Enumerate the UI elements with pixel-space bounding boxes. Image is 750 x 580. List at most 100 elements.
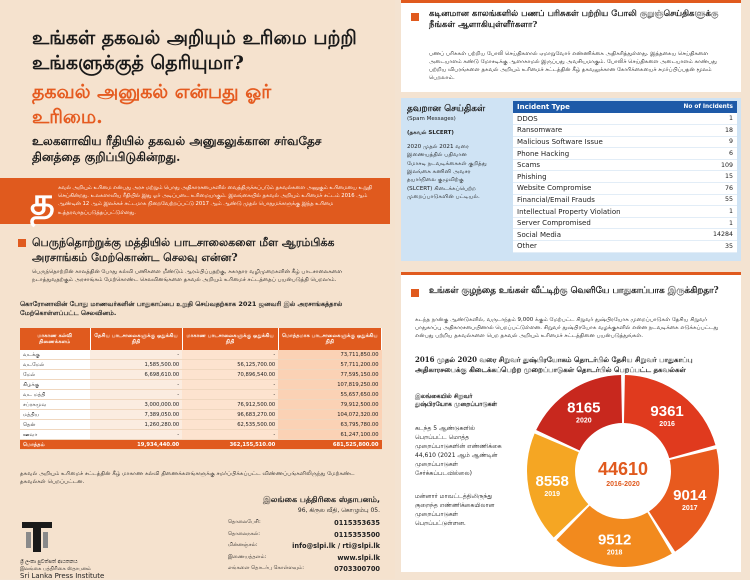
province-cell: தென் [20,419,90,430]
amount-cell: - [182,389,279,400]
left-column: உங்கள் தகவல் அறியும் உரிமை பற்றி உங்களுக… [0,27,390,580]
donut-center [577,425,669,517]
slpi-logo: ශ්‍රී ලංකා පුවත්පත් ආයතනය இலங்கை பத்திரி… [20,520,140,580]
donut-value-label: 8558 [536,473,569,490]
total-label-cell: மொத்தம் [20,439,90,450]
incident-row: DDOS 1 [513,113,737,126]
budget-col-header: மாகாண பாடசாலைகளுக்கு ஒதுக்கிய நிதி [182,328,279,350]
donut-year-label: 2020 [576,418,592,425]
incident-row: Scams 109 [513,159,737,172]
contact-row: மின்னஞ்சல்: info@slpi.lk / rti@slpi.lk [228,541,380,553]
contact-row: தொலைபேசி: 0115353635 [228,518,380,530]
orange-square-bullet [411,13,419,21]
fax-number[interactable]: 0115353500 [334,530,380,539]
incident-type-cell: Scams [513,159,661,172]
budget-total-row: மொத்தம் 19,934,440.00 362,155,510.00 681,52… [20,439,382,450]
amount-cell: 56,125,700.00 [182,359,279,370]
incident-count-cell: 35 [660,240,737,253]
incident-row: Phishing 15 [513,170,737,184]
contact-label: தொலைநகல்: [228,530,261,537]
contact-list: தொலைபேசி: 0115353635 தொலைநகல்: 0115353500 … [228,518,380,576]
amount-cell: - [182,379,279,390]
phone-number[interactable]: 0115353635 [334,519,380,527]
amount-cell: 55,657,650.00 [278,389,382,400]
province-cell: சப்ரகமுவ [20,399,90,410]
donut-segment-2017 [649,448,719,552]
budget-col-header: தேசிய பாடசாலைகளுக்கு ஒதுக்கிய நிதி [90,328,183,350]
incident-type-cell: Malicious Software Issue [513,136,661,149]
donut-value-label: 8165 [567,400,600,417]
child-abuse-subheading: 2016 முதல் 2020 வரை சிறுவர் துஷ்பிரயோகம்… [415,355,693,375]
donut-value-label: 9014 [673,487,707,504]
logo-english-name: Sri Lanka Press Institute [20,572,105,580]
contact-row: இணையத்தளம்: www.slpi.lk [228,553,380,565]
donut-segment-2019 [527,433,589,538]
province-cell: வட மத்தி [20,389,90,400]
incident-count-cell: 14284 [660,228,737,242]
budget-table: மாகாண கல்வி திணைக்களம் தேசிய பாடசாலைகளுக… [20,328,383,450]
incident-row: Server Compromised 1 [513,217,737,230]
contact-label: இணையத்தளம்: [228,553,267,560]
amount-cell: 77,595,150.00 [278,369,382,380]
donut-year-label: 2018 [607,550,623,557]
spam-title: தவறான செய்திகள் [407,104,486,114]
spam-incident-card: தவறான செய்திகள் (Spam Messages) (தகவல் S… [401,98,741,261]
summary-total-text: கடந்த 5 ஆண்டுகளில் பெறப்பட்ட மொத்த முறைப… [415,424,502,477]
spam-info: தவறான செய்திகள் (Spam Messages) (தகவல் S… [407,104,487,202]
incident-row: Phone Hacking 6 [513,147,737,160]
budget-row: மத்திய 7,389,050.00 96,683,270.00 104,072,3… [20,409,382,420]
incident-type-cell: Phishing [513,170,661,184]
hotline-number[interactable]: 0703300700 [334,565,380,574]
organisation-name: இலங்கை பத்திரிகை ஸ்தாபனம், [262,495,380,504]
budget-row: வடக்கு - -73,711,850.00 [20,350,382,360]
amount-cell: - [182,429,279,440]
incident-type-cell: Server Compromised [513,217,661,230]
website-link[interactable]: www.slpi.lk [337,553,380,562]
amount-cell: - [90,379,183,390]
contact-row: எங்களை தொடர்பு கொள்ளவும்: 0703300700 [228,564,380,576]
incident-table-header-row: Incident Type No of Incidents [513,101,737,113]
main-question-heading: உங்கள் தகவல் அறியும் உரிமை பற்றி உங்களுக… [32,27,357,74]
incident-row: Website Compromise 76 [513,182,737,195]
amount-cell: 73,711,850.00 [278,350,382,360]
incident-count-cell: 18 [660,124,737,137]
amount-cell: - [90,389,183,400]
donut-year-label: 2017 [682,505,698,512]
incident-row: Intellectual Property Violation 1 [513,205,737,218]
amount-cell: 104,072,320.00 [278,409,382,420]
province-cell: ஊவா [20,429,90,440]
incident-count-cell: 6 [660,147,737,160]
budget-table-header-row: மாகாண கல்வி திணைக்களம் தேசிய பாடசாலைகளுக… [20,328,383,350]
school-cost-question: பெருந்தொற்றுக்கு மத்தியில் பாடசாலைகளை மீ… [32,236,335,265]
logo-sinhala-name: ශ්‍රී ලංකා පුවත්පත් ආයතනය [20,559,78,565]
spam-description: 2020 முதல் 2021 வரை இணையத்தில் பதிவான மோ… [407,143,487,201]
incident-type-cell: Ransomware [513,124,661,137]
spam-english-title: (Spam Messages) [407,115,456,122]
intro-text: கவல் அறியும் உரிமை என்பது அரச மற்றும் பொ… [58,185,373,216]
amount-cell: 76,912,500.00 [182,399,279,410]
total-amount-cell: 362,155,510.00 [182,439,279,450]
email-link[interactable]: info@slpi.lk / rti@slpi.lk [292,542,380,551]
budget-row: மேல் 6,698,610.00 70,896,540.00 77,595,150.… [20,369,382,380]
slpi-logo-icon [22,522,52,552]
organisation-street: 96, கிருல வீதி, கொழும்பு 05. [297,507,380,514]
dropcap-letter: த [30,178,55,223]
incident-type-cell: Social Media [513,228,661,242]
donut-segment-2018 [556,505,672,567]
amount-cell: 3,000,000.00 [90,399,183,410]
incident-count-cell: 109 [660,159,737,172]
amount-cell: 107,819,250.00 [278,379,382,390]
incident-count-cell: 9 [660,136,737,149]
incident-row: Other 35 [513,240,737,253]
amount-cell: 70,896,540.00 [182,369,279,380]
international-day-line: உலகளாவிய ரீதியில் தகவல் அனுகலுக்கான சர்வ… [32,134,322,165]
amount-cell: 7,389,050.00 [90,409,183,420]
incident-row: Social Media 14284 [513,228,737,242]
amount-cell: - [90,350,183,360]
incident-type-cell: Phone Hacking [513,147,661,160]
province-cell: மத்திய [20,409,90,420]
province-cell: மேல் [20,369,90,380]
contact-label: எங்களை தொடர்பு கொள்ளவும்: [228,565,304,572]
budget-row: கிழக்கு - -107,819,250.00 [20,379,382,390]
amount-cell: - [182,350,279,360]
